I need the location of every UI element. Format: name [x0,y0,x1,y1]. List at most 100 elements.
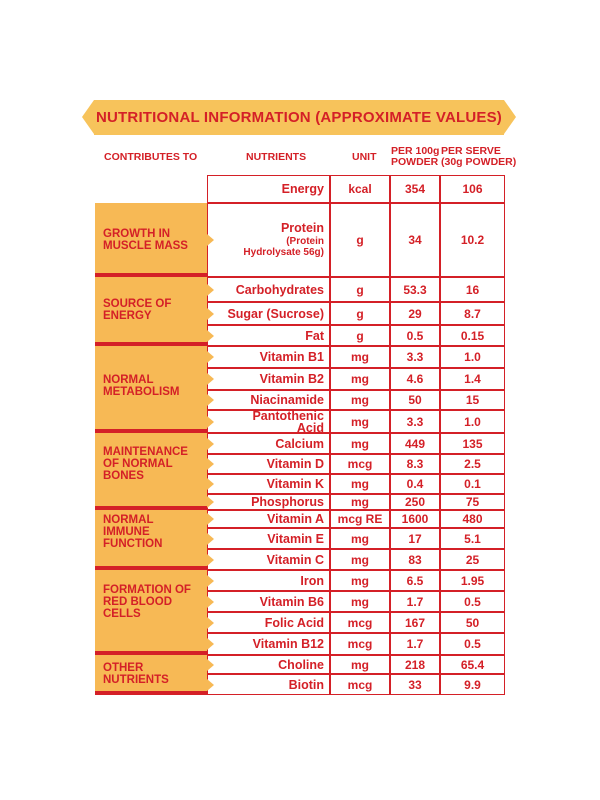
per-serve-cell: 1.0 [464,414,481,429]
nutrient-cell: Fat [207,325,330,346]
unit-cell: mg [351,350,369,364]
row-divider [207,632,505,634]
nutrient-name: Vitamin E [267,531,324,546]
row-divider [207,324,505,326]
nutrient-text: Calcium [275,436,324,451]
per-100g-cell: 354 [404,182,426,196]
nutrient-text: Vitamin B2 [260,373,324,386]
nutrient-cell: Sugar (Sucrose) [207,302,330,325]
header-unit: UNIT [352,151,377,163]
nutrient-cell: Niacinamide [207,390,330,410]
nutrient-text: Protein (Protein Hydrolysate 56g) [243,222,324,258]
category-connector [207,234,214,246]
per-100g-cell: 33 [408,677,422,692]
column-divider [389,175,391,695]
category-block: GROWTH IN MUSCLE MASS [95,203,208,277]
nutrient-text: Fat [305,329,324,342]
nutrient-cell: Phosphorus [207,494,330,510]
nutrient-name: Vitamin B12 [252,637,324,651]
per-serve-cell: 25 [465,552,480,567]
nutrient-text: Vitamin B1 [260,351,324,364]
per-serve-cell: 10.2 [460,233,485,247]
nutrient-cell: Vitamin A [207,510,330,528]
category-connector [207,595,214,608]
per-100g-cell: 218 [404,657,426,672]
category-connector [207,437,214,450]
per-serve-cell: 9.9 [464,677,481,692]
per-serve-cell: 65.4 [460,657,485,672]
category-connector [207,458,214,470]
nutrient-cell: Biotin [207,674,330,695]
nutrient-text: Niacinamide [250,394,324,407]
row-divider [207,301,505,303]
per-100g-cell: 449 [404,436,426,451]
header-per-serve-line2: (30g POWDER) [441,156,517,168]
nutrient-cell: Pantothenic Acid [207,409,330,434]
unit-cell: g [356,233,364,247]
row-divider [207,527,505,529]
header-contributes-to: CONTRIBUTES TO [104,151,198,163]
per-100g-cell: 53.3 [403,282,427,297]
nutrient-name: Calcium [275,436,324,451]
per-100g-cell: 0.5 [406,328,424,343]
category-block: MAINTENANCE OF NORMAL BONES [95,433,208,510]
unit-cell: g [356,282,364,297]
per-100g-cell: 4.6 [406,372,424,386]
category-connector [207,373,214,385]
nutrient-text: Energy [282,183,324,196]
nutrient-text: Vitamin B6 [260,595,324,608]
nutrition-table [207,175,505,695]
row-divider [207,509,505,511]
per-100g-cell: 34 [408,233,422,247]
unit-cell: mg [351,477,369,491]
per-serve-cell: 106 [462,182,483,196]
row-divider [207,673,505,675]
unit-cell: kcal [348,182,372,196]
row-divider [207,345,505,347]
per-100g-cell: 250 [404,495,426,509]
nutrient-text: Sugar (Sucrose) [227,306,324,321]
category-block: SOURCE OF ENERGY [95,277,208,346]
per-100g-cell: 167 [404,615,426,630]
nutrient-name: Vitamin A [267,512,324,526]
category-connector [207,513,214,525]
per-100g-cell: 50 [408,393,422,407]
row-divider [207,654,505,656]
nutrient-name: Protein [280,221,324,235]
per-serve-cell: 50 [465,615,480,630]
per-100g-cell: 3.3 [406,414,424,429]
header-per-100g: PER 100g POWDER [391,146,439,168]
row-divider [207,432,505,434]
nutrient-cell: Folic Acid [207,612,330,633]
unit-cell: g [356,328,364,343]
per-serve-cell: 16 [465,282,480,297]
row-divider [207,202,505,204]
category-block: NORMAL IMMUNE FUNCTION [95,510,208,570]
header-per-serve: PER SERVE (30g POWDER) [441,146,516,168]
nutrient-name: Carbohydrates [235,282,324,297]
category-block: FORMATION OF RED BLOOD CELLS [95,570,208,655]
row-divider [207,493,505,495]
nutrient-text: Phosphorus [251,495,324,509]
nutrient-name: Vitamin C [266,552,324,567]
header-per-100g-line2: POWDER [391,156,439,168]
title-banner: NUTRITIONAL INFORMATION (APPROXIMATE VAL… [82,100,516,135]
nutrient-name: Biotin [288,677,324,692]
nutrient-cell: Energy [207,175,330,203]
per-serve-cell: 480 [462,512,483,526]
per-100g-cell: 8.3 [406,457,424,471]
nutrient-name: Folic Acid [264,615,324,630]
row-divider [207,473,505,475]
category-connector [207,616,214,629]
nutrient-name: Phosphorus [251,495,324,509]
category-connector [207,351,214,363]
row-divider [207,590,505,592]
category-connector [207,307,214,320]
unit-cell: g [356,306,364,321]
category-connector [207,638,214,650]
unit-cell: mg [351,657,369,672]
per-100g-cell: 1.7 [406,594,424,609]
nutrient-cell: Vitamin B1 [207,346,330,368]
unit-cell: mg [351,552,369,567]
nutrient-name: Sugar (Sucrose) [227,306,324,321]
